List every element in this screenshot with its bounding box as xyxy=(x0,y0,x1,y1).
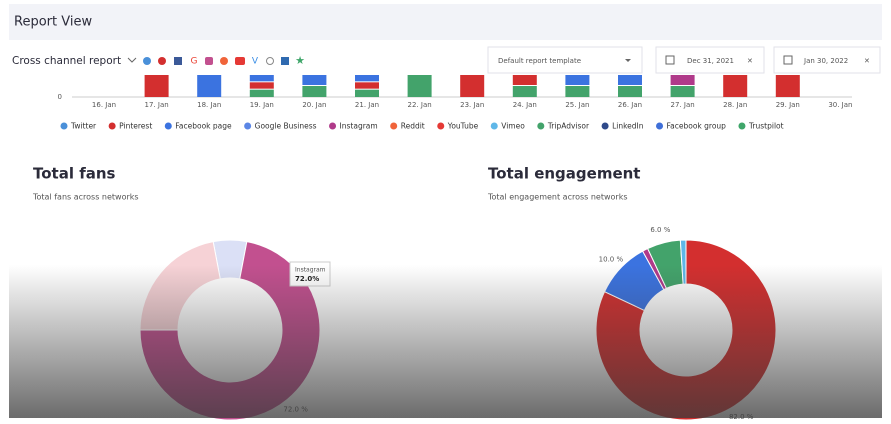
legend-swatch xyxy=(537,122,545,130)
bar-segment xyxy=(355,89,379,97)
x-tick-label: 17. Jan xyxy=(145,101,169,109)
svg-text:G: G xyxy=(191,57,198,67)
legend-swatch xyxy=(60,122,68,130)
tooltip-name: Instagram xyxy=(295,267,326,274)
bar-segment xyxy=(723,75,748,97)
bar-segment xyxy=(512,86,537,97)
svg-text:V: V xyxy=(252,57,259,67)
bar-segment xyxy=(618,86,642,97)
clear-date-from[interactable]: ✕ xyxy=(747,57,753,65)
legend-swatch xyxy=(329,122,337,130)
svg-text:★: ★ xyxy=(295,54,305,67)
bar-segment xyxy=(355,75,379,82)
legend-swatch xyxy=(738,122,746,130)
legend-label[interactable]: Twitter xyxy=(70,122,97,131)
bar-segment xyxy=(460,75,485,97)
template-select[interactable] xyxy=(487,46,643,74)
x-tick-label: 21. Jan xyxy=(355,101,379,109)
legend-label[interactable]: Google Business xyxy=(255,122,317,131)
calendar-icon xyxy=(665,55,675,65)
bar-segment xyxy=(144,75,169,97)
bar-segment xyxy=(302,86,327,97)
page-title: Report View xyxy=(14,15,92,30)
legend-label[interactable]: Pinterest xyxy=(119,122,152,131)
legend-swatch xyxy=(164,122,172,130)
x-tick-label: 22. Jan xyxy=(408,101,432,109)
legend-swatch xyxy=(108,122,116,130)
legend-label[interactable]: Trustpilot xyxy=(748,122,784,131)
date-from: Dec 31, 2021 xyxy=(687,57,734,65)
network-icons: G V ★ xyxy=(143,54,305,67)
x-tick-label: 19. Jan xyxy=(250,101,274,109)
bar-segment xyxy=(407,75,432,97)
bar-segment xyxy=(302,75,327,85)
value-label: 72.0 % xyxy=(283,405,308,413)
legend-label[interactable]: LinkedIn xyxy=(612,122,644,131)
chart-title: Total fans xyxy=(33,165,116,183)
bar-segment xyxy=(249,89,274,97)
legend-label[interactable]: Reddit xyxy=(401,122,425,131)
x-tick-label: 29. Jan xyxy=(776,101,800,109)
bar-segment xyxy=(565,75,590,85)
legend-swatch xyxy=(601,122,609,130)
bar-segment xyxy=(249,82,274,89)
template-chevron xyxy=(625,59,631,62)
x-tick-label: 18. Jan xyxy=(197,101,221,109)
chart-title: Total engagement xyxy=(488,165,640,183)
legend-swatch xyxy=(656,122,664,130)
bar-segment xyxy=(249,75,274,82)
legend-label[interactable]: TripAdvisor xyxy=(547,122,590,131)
header-bar xyxy=(9,4,882,40)
bar-segment xyxy=(618,75,642,85)
legend-label[interactable]: Facebook page xyxy=(175,122,232,131)
x-tick-label: 16. Jan xyxy=(92,101,116,109)
chart-subtitle: Total engagement across networks xyxy=(487,193,628,202)
legend-swatch xyxy=(490,122,498,130)
bar-segment xyxy=(670,75,695,85)
bar-segment xyxy=(512,75,537,85)
legend-label[interactable]: Instagram xyxy=(340,122,378,131)
x-tick-label: 23. Jan xyxy=(460,101,484,109)
x-tick-label: 25. Jan xyxy=(565,101,589,109)
x-tick-label: 20. Jan xyxy=(302,101,326,109)
x-tick-label: 27. Jan xyxy=(671,101,695,109)
value-label: 10.0 % xyxy=(599,255,624,263)
bar-segment xyxy=(355,82,379,89)
legend-label[interactable]: Facebook group xyxy=(667,122,727,131)
report-title[interactable]: Cross channel report xyxy=(12,55,121,67)
legend-swatch xyxy=(437,122,445,130)
bar-segment xyxy=(197,75,222,97)
legend-label[interactable]: YouTube xyxy=(447,122,479,131)
x-tick-label: 30. Jan xyxy=(828,101,852,109)
date-to: Jan 30, 2022 xyxy=(803,57,848,65)
legend-swatch xyxy=(390,122,398,130)
bar-segment xyxy=(775,75,800,97)
tooltip-value: 72.0% xyxy=(295,275,319,283)
report-chevron[interactable] xyxy=(127,57,137,63)
bar-segment xyxy=(565,86,590,97)
x-tick-label: 26. Jan xyxy=(618,101,642,109)
value-label: 82.0 % xyxy=(729,413,754,421)
legend-label[interactable]: Vimeo xyxy=(501,122,525,131)
calendar-icon xyxy=(783,55,793,65)
clear-date-to[interactable]: ✕ xyxy=(864,57,870,65)
value-label: 6.0 % xyxy=(650,226,670,234)
y-tick-label: 0 xyxy=(58,93,62,101)
x-tick-label: 24. Jan xyxy=(513,101,537,109)
template-label: Default report template xyxy=(498,57,581,65)
legend-swatch xyxy=(244,122,252,130)
x-tick-label: 28. Jan xyxy=(723,101,747,109)
chart-subtitle: Total fans across networks xyxy=(32,193,139,202)
bar-segment xyxy=(670,86,695,97)
